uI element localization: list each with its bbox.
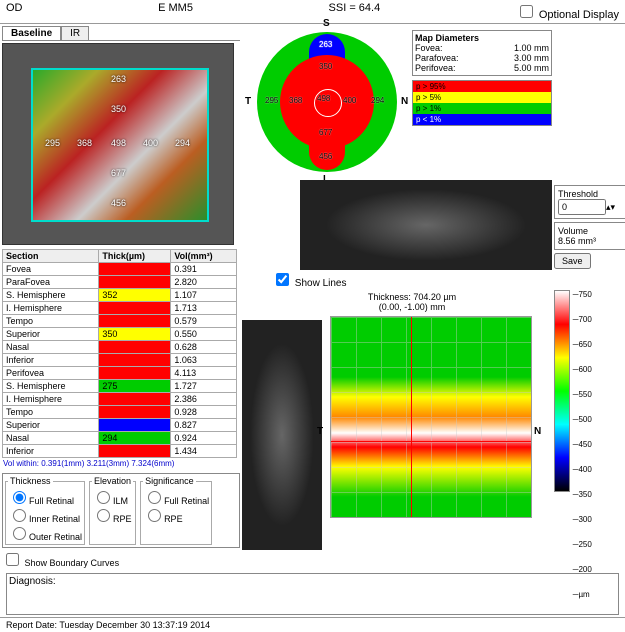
eye-label: OD — [6, 2, 23, 21]
volume-label: Volume — [558, 226, 588, 236]
full-retinal-radio[interactable] — [13, 491, 26, 504]
volume-value: 8.56 mm³ — [558, 236, 596, 246]
table-row: Tempo2950.928 — [3, 406, 237, 419]
map-diameters: Map Diameters Fovea: 1.00 mm Parafovea: … — [412, 30, 552, 76]
table-row: Tempo3680.579 — [3, 315, 237, 328]
table-row: I. Hemisphere5451.713 — [3, 302, 237, 315]
sig-rpe-radio[interactable] — [148, 509, 161, 522]
table-row: ParaFovea4492.820 — [3, 276, 237, 289]
table-row: Nasal2940.924 — [3, 432, 237, 445]
show-boundary-checkbox[interactable] — [6, 553, 19, 566]
thickness-heatmap[interactable] — [330, 316, 532, 518]
display-options: Thickness Full Retinal Inner Retinal Out… — [2, 473, 240, 548]
table-row: S. Hemisphere2751.727 — [3, 380, 237, 393]
colorbar-ticks: ─750─700─650─600─550─500─450─400─350─300… — [573, 290, 592, 490]
ssi-label: SSI = 64.4 — [329, 2, 381, 21]
section-table: SectionThick(µm)Vol(mm³) Fovea4980.391Pa… — [2, 249, 237, 458]
mode-label: E MM5 — [158, 2, 193, 21]
threshold-input[interactable] — [558, 199, 606, 215]
optional-display-checkbox[interactable] — [520, 5, 533, 18]
fundus-image: 263 350 295 368 498 400 294 677 456 — [2, 43, 234, 245]
table-row: Inferior4561.434 — [3, 445, 237, 458]
etdrs-grid: S I T N 263 350 295 368 498 400 294 677 … — [257, 32, 397, 172]
table-row: Superior3500.550 — [3, 328, 237, 341]
vertical-bscan — [242, 320, 322, 550]
stepper-icon[interactable]: ▴▾ — [606, 202, 615, 212]
table-row: Perifovea3274.113 — [3, 367, 237, 380]
rpe-radio[interactable] — [97, 509, 110, 522]
show-lines[interactable]: Show Lines — [272, 278, 346, 289]
diagnosis-box[interactable]: Diagnosis: — [6, 573, 619, 615]
p-legend: p > 95% p > 5% p > 1% p < 1% — [412, 80, 552, 126]
table-row: Fovea4980.391 — [3, 263, 237, 276]
report-date: Report Date: Tuesday December 30 13:37:1… — [0, 617, 625, 632]
vol-note: Vol within: 0.391(1mm) 3.211(3mm) 7.324(… — [2, 458, 240, 469]
outer-retinal-radio[interactable] — [13, 527, 26, 540]
optional-display[interactable]: Optional Display — [516, 2, 619, 21]
table-row: I. Hemisphere3802.386 — [3, 393, 237, 406]
tab-baseline[interactable]: Baseline — [2, 26, 61, 40]
ilm-radio[interactable] — [97, 491, 110, 504]
table-row: S. Hemisphere3521.107 — [3, 289, 237, 302]
colorbar — [554, 290, 570, 492]
thickness-readout: Thickness: 704.20 µm(0.00, -1.00) mm — [272, 292, 552, 312]
table-row: Inferior6771.063 — [3, 354, 237, 367]
threshold-label: Threshold — [558, 189, 598, 199]
tab-ir[interactable]: IR — [61, 26, 89, 40]
table-row: Nasal4000.628 — [3, 341, 237, 354]
inner-retinal-radio[interactable] — [13, 509, 26, 522]
table-row: Superior2630.827 — [3, 419, 237, 432]
show-lines-checkbox[interactable] — [276, 273, 289, 286]
horizontal-bscan — [300, 180, 552, 270]
sig-full-radio[interactable] — [148, 491, 161, 504]
save-button[interactable]: Save — [554, 253, 591, 269]
